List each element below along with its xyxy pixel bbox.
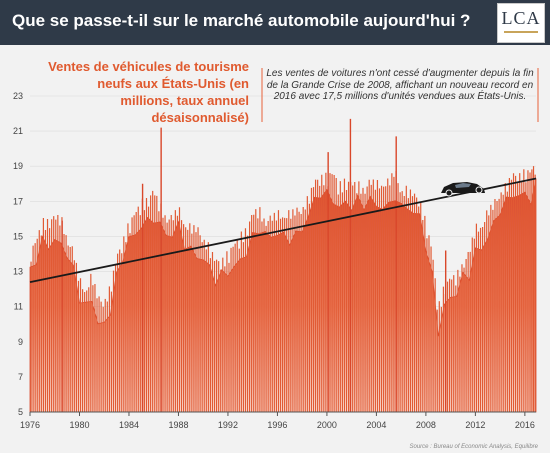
x-tick-label: 1992 bbox=[218, 420, 238, 430]
page-title: Que se passe-t-il sur le marché automobi… bbox=[12, 11, 471, 30]
chart-area-layer bbox=[29, 166, 537, 413]
logo-text: LCA bbox=[501, 8, 541, 28]
x-tick-label: 2016 bbox=[515, 420, 535, 430]
y-tick-label: 21 bbox=[13, 126, 23, 136]
y-tick-label: 23 bbox=[13, 91, 23, 101]
chart-spike-layer bbox=[61, 118, 447, 412]
logo-underline bbox=[504, 31, 538, 33]
trend-line bbox=[29, 177, 537, 283]
y-tick-label: 15 bbox=[13, 231, 23, 241]
x-tick-label: 2004 bbox=[366, 420, 386, 430]
x-tick-label: 2012 bbox=[465, 420, 485, 430]
x-tick-label: 1980 bbox=[69, 420, 89, 430]
x-tick-label: 1996 bbox=[267, 420, 287, 430]
x-tick-label: 1988 bbox=[168, 420, 188, 430]
x-tick-label: 2008 bbox=[416, 420, 436, 430]
y-tick-label: 13 bbox=[13, 267, 23, 277]
chart-title: Ventes de véhicules de tourisme neufs au… bbox=[48, 59, 249, 125]
chart-annotation: Les ventes de voitures n'ont cessé d'aug… bbox=[266, 68, 534, 102]
y-tick-label: 5 bbox=[18, 407, 23, 417]
y-tick-label: 9 bbox=[18, 337, 23, 347]
source-note: Source : Bureau of Economic Analysis, Eq… bbox=[409, 444, 538, 450]
y-tick-label: 7 bbox=[18, 372, 23, 382]
x-tick-label: 2000 bbox=[317, 420, 337, 430]
x-tick-label: 1976 bbox=[20, 420, 40, 430]
chart-axis-layer: 5 7 9 11 13 15 17 19 21 23 1976 1980 1984 1988 1992 199… bbox=[13, 91, 536, 430]
chart-trend-layer bbox=[29, 68, 539, 283]
y-tick-label: 11 bbox=[14, 302, 23, 312]
header-bar: Que se passe-t-il sur le marché automobi… bbox=[0, 0, 550, 45]
y-tick-label: 17 bbox=[13, 196, 23, 206]
x-tick-label: 1984 bbox=[119, 420, 139, 430]
car-icon bbox=[441, 182, 485, 197]
lca-logo: LCA bbox=[497, 3, 545, 43]
y-tick-label: 19 bbox=[13, 161, 23, 171]
